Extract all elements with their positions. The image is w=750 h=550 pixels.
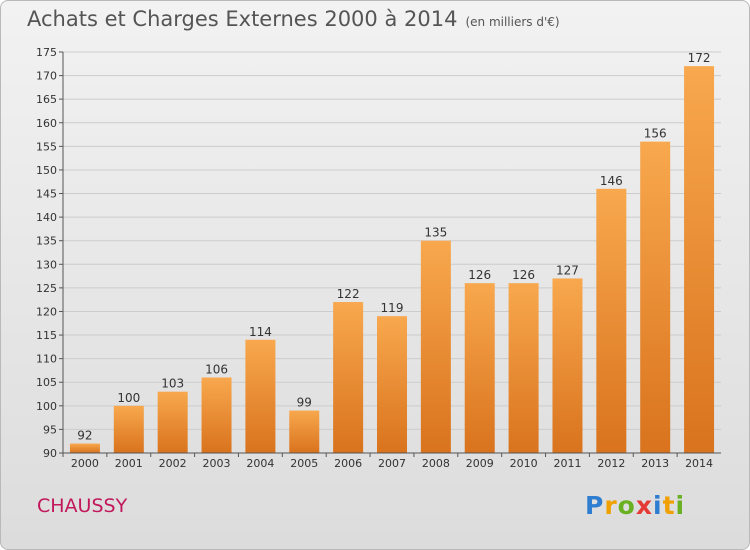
y-tick-label: 115 bbox=[36, 329, 57, 342]
bar-2010 bbox=[508, 283, 539, 453]
bar-2012 bbox=[596, 188, 627, 453]
x-tick-label-2010: 2010 bbox=[510, 457, 538, 470]
bar-2004 bbox=[245, 339, 276, 453]
commune-name: CHAUSSY bbox=[37, 495, 128, 517]
x-tick-label-2011: 2011 bbox=[553, 457, 581, 470]
x-tick-label-2007: 2007 bbox=[378, 457, 406, 470]
x-tick-label-2009: 2009 bbox=[466, 457, 494, 470]
bar-2011 bbox=[552, 278, 583, 453]
x-tick-label-2014: 2014 bbox=[685, 457, 713, 470]
title-main: Achats et Charges Externes 2000 à 2014 bbox=[27, 7, 458, 31]
x-axis: 2000 2001 2002 2003 2004 2005 2006 2007 2008 2009… bbox=[62, 452, 721, 470]
y-tick-label: 120 bbox=[36, 305, 57, 318]
bar-2009 bbox=[464, 283, 495, 453]
y-tick-label: 95 bbox=[43, 423, 57, 436]
x-tick-label-2003: 2003 bbox=[203, 457, 231, 470]
logo-letter: i bbox=[675, 491, 686, 520]
logo-letter: t bbox=[662, 491, 676, 520]
data-label-2010: 126 bbox=[512, 268, 535, 282]
bar-2007 bbox=[377, 316, 407, 453]
bar-2008 bbox=[420, 240, 451, 453]
y-axis: 90 95 100 105 110 115 120 125 130 135 140 145 150 155… bbox=[36, 46, 64, 460]
x-tick-label-2006: 2006 bbox=[334, 457, 362, 470]
data-label-2007: 119 bbox=[381, 301, 404, 315]
data-label-2004: 114 bbox=[249, 325, 272, 339]
chart-title: Achats et Charges Externes 2000 à 2014 (e… bbox=[27, 7, 560, 31]
bar-2006 bbox=[333, 302, 364, 453]
x-tick-label-2013: 2013 bbox=[641, 457, 669, 470]
logo-letter: i bbox=[653, 491, 663, 520]
y-tick-label: 105 bbox=[36, 376, 57, 389]
data-label-2014: 172 bbox=[688, 51, 711, 65]
logo-letter: r bbox=[604, 491, 618, 520]
bar-2003 bbox=[201, 377, 232, 453]
y-tick-label: 175 bbox=[36, 46, 57, 59]
bar-2002 bbox=[157, 391, 188, 453]
x-tick-label-2004: 2004 bbox=[246, 457, 274, 470]
x-tick-label-2002: 2002 bbox=[159, 457, 187, 470]
y-tick-label: 165 bbox=[36, 93, 57, 106]
y-tick-label: 140 bbox=[36, 211, 57, 224]
bar-2014 bbox=[684, 66, 715, 453]
bar-2013 bbox=[640, 141, 671, 453]
y-tick-label: 100 bbox=[36, 400, 57, 413]
data-label-2013: 156 bbox=[644, 127, 667, 141]
logo-letter: x bbox=[635, 491, 653, 520]
y-tick-label: 145 bbox=[36, 188, 57, 201]
x-tick-label-2008: 2008 bbox=[422, 457, 450, 470]
data-label-2003: 106 bbox=[205, 363, 228, 377]
y-tick-label: 110 bbox=[36, 353, 57, 366]
y-tick-label: 155 bbox=[36, 140, 57, 153]
y-tick-label: 135 bbox=[36, 235, 57, 248]
x-tick-label-2005: 2005 bbox=[290, 457, 318, 470]
x-tick-label-2000: 2000 bbox=[71, 457, 99, 470]
title-unit: (en milliers d'€) bbox=[465, 15, 560, 29]
bars: 92 100 103 106 114 99 122 119 135 126 126 127 146 156… bbox=[69, 51, 715, 453]
data-label-2008: 135 bbox=[424, 226, 447, 240]
x-tick-label-2001: 2001 bbox=[115, 457, 143, 470]
bar-2005 bbox=[289, 410, 320, 453]
data-label-2000: 92 bbox=[77, 429, 92, 443]
bar-2001 bbox=[113, 405, 144, 453]
data-label-2012: 146 bbox=[600, 174, 623, 188]
logo-letter: o bbox=[617, 491, 636, 520]
bar-2000 bbox=[69, 443, 100, 453]
y-tick-label: 170 bbox=[36, 70, 57, 83]
y-tick-label: 130 bbox=[36, 258, 57, 271]
logo-letter: P bbox=[585, 491, 605, 520]
data-label-2005: 99 bbox=[297, 396, 312, 410]
data-label-2011: 127 bbox=[556, 263, 579, 277]
x-tick-label-2012: 2012 bbox=[597, 457, 625, 470]
data-label-2009: 126 bbox=[468, 268, 491, 282]
data-label-2002: 103 bbox=[161, 377, 184, 391]
y-tick-label: 90 bbox=[43, 447, 57, 460]
data-label-2006: 122 bbox=[337, 287, 360, 301]
y-tick-label: 125 bbox=[36, 282, 57, 295]
data-label-2001: 100 bbox=[117, 391, 140, 405]
proxiti-logo[interactable]: Proxiti bbox=[585, 491, 685, 520]
y-tick-label: 150 bbox=[36, 164, 57, 177]
y-tick-label: 160 bbox=[36, 117, 57, 130]
